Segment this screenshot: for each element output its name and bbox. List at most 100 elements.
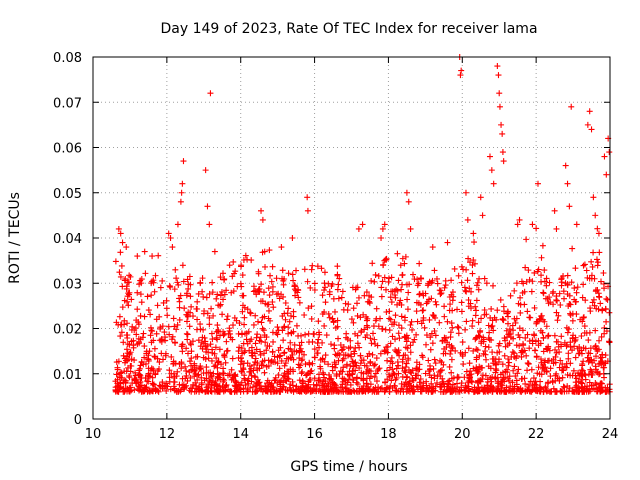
data-point (283, 355, 290, 362)
data-point (433, 275, 440, 282)
data-point (268, 278, 275, 285)
data-point (226, 325, 233, 332)
data-point (252, 382, 259, 389)
data-point (133, 317, 140, 324)
data-point (208, 330, 215, 337)
data-point (382, 256, 389, 263)
data-point (213, 295, 220, 302)
data-point (278, 244, 285, 251)
data-point (553, 225, 560, 232)
data-point (596, 249, 603, 256)
data-point (415, 372, 422, 379)
data-point (224, 347, 231, 354)
data-point (148, 327, 155, 334)
data-point (405, 355, 412, 362)
data-point (447, 350, 454, 357)
data-point (354, 332, 361, 339)
data-point (432, 360, 439, 367)
data-point (354, 284, 361, 291)
data-point (166, 374, 173, 381)
data-point (146, 348, 153, 355)
data-point (423, 332, 430, 339)
data-point (241, 314, 248, 321)
data-point (259, 358, 266, 365)
data-point (437, 287, 444, 294)
data-point (441, 284, 448, 291)
data-point (543, 345, 550, 352)
data-point (287, 346, 294, 353)
data-point (526, 276, 533, 283)
data-point (390, 370, 397, 377)
data-point (304, 194, 311, 201)
data-point (567, 360, 574, 367)
data-point (464, 277, 471, 284)
data-point (132, 380, 139, 387)
data-point (183, 330, 190, 337)
data-point (480, 386, 487, 393)
data-point (585, 337, 592, 344)
data-point (354, 312, 361, 319)
data-point (371, 278, 378, 285)
data-point (153, 387, 160, 394)
data-point (380, 262, 387, 269)
data-point (601, 153, 608, 160)
data-point (178, 189, 185, 196)
data-point (425, 357, 432, 364)
data-point (281, 362, 288, 369)
data-point (582, 372, 589, 379)
data-point (579, 294, 586, 301)
data-point (403, 374, 410, 381)
data-point (479, 372, 486, 379)
data-point (274, 324, 281, 331)
data-point (269, 263, 276, 270)
data-point (252, 355, 259, 362)
data-point (362, 387, 369, 394)
data-point (160, 356, 167, 363)
data-point (448, 356, 455, 363)
data-point (482, 343, 489, 350)
data-point (586, 108, 593, 115)
data-point (476, 333, 483, 340)
data-point (399, 281, 406, 288)
data-point (507, 292, 514, 299)
data-point (203, 384, 210, 391)
y-tick-label: 0.04 (53, 232, 82, 247)
data-point (308, 266, 315, 273)
data-point (444, 318, 451, 325)
data-point (315, 336, 322, 343)
data-point (464, 379, 471, 386)
data-point (296, 299, 303, 306)
data-point (366, 387, 373, 394)
data-point (249, 388, 256, 395)
data-point (346, 368, 353, 375)
data-point (335, 335, 342, 342)
data-point (329, 363, 336, 370)
data-point (564, 180, 571, 187)
data-point (345, 301, 352, 308)
data-point (382, 286, 389, 293)
data-points (112, 54, 613, 395)
data-point (551, 207, 558, 214)
data-point (441, 334, 448, 341)
data-point (115, 225, 122, 232)
data-point (409, 367, 416, 374)
data-point (282, 316, 289, 323)
data-point (164, 312, 171, 319)
data-point (509, 349, 516, 356)
data-point (325, 310, 332, 317)
data-point (469, 379, 476, 386)
data-point (524, 367, 531, 374)
data-point (541, 359, 548, 366)
data-point (538, 254, 545, 261)
data-point (545, 332, 552, 339)
data-point (523, 352, 530, 359)
data-point (350, 305, 357, 312)
data-point (239, 302, 246, 309)
data-point (297, 362, 304, 369)
data-point (387, 358, 394, 365)
data-point (151, 288, 158, 295)
data-point (145, 356, 152, 363)
data-point (491, 314, 498, 321)
data-point (150, 279, 157, 286)
data-point (444, 339, 451, 346)
